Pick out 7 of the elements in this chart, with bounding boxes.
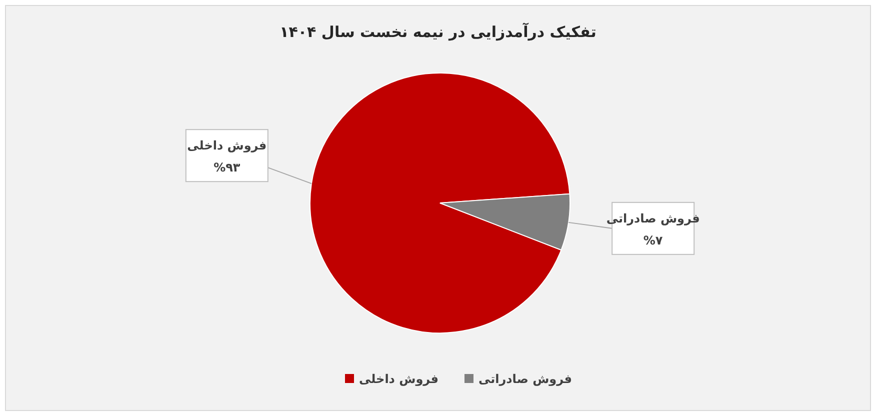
legend-label: فروش صادراتی — [478, 372, 572, 386]
chart-title: تفکیک درآمدزایی در نیمه نخست سال ۱۴۰۴ — [280, 22, 596, 41]
legend-label: فروش داخلی — [359, 372, 438, 386]
data-label: %۹۳ — [214, 160, 241, 175]
data-label: %۷ — [643, 233, 664, 248]
slice-label: فروش داخلی — [187, 138, 267, 153]
slice-label: فروش صادراتی — [606, 211, 700, 226]
